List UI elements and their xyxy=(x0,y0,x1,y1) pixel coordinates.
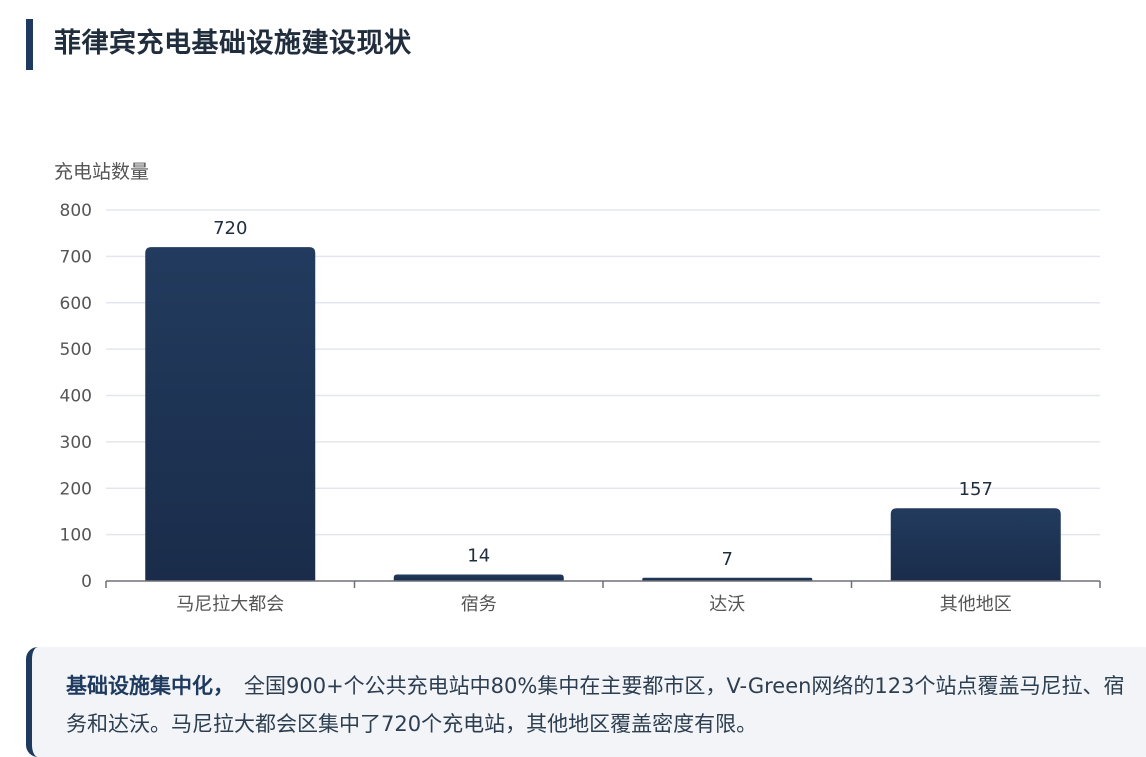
x-axis xyxy=(105,580,1101,588)
insight-heading: 基础设施集中化， xyxy=(66,674,234,698)
y-tick-label-100: 100 xyxy=(60,526,92,546)
insight-box: 基础设施集中化， 全国900+个公共充电站中80%集中在主要都市区，V-Green… xyxy=(26,647,1146,757)
data-labels: 720 14 7 157 xyxy=(213,218,993,570)
bars xyxy=(145,247,1061,581)
y-tick-label-400: 400 xyxy=(60,387,92,407)
bar-1 xyxy=(393,574,564,581)
insight-text: 基础设施集中化， 全国900+个公共充电站中80%集中在主要都市区，V-Green… xyxy=(66,667,1126,743)
y-tick-label-500: 500 xyxy=(60,340,92,360)
x-tick-label-2: 达沃 xyxy=(709,594,745,615)
bar-3 xyxy=(890,508,1061,581)
y-tick-label-200: 200 xyxy=(60,479,92,499)
insight-body: 全国900+个公共充电站中80%集中在主要都市区，V-Green网络的123个站… xyxy=(66,674,1125,736)
data-label-1: 14 xyxy=(467,546,490,567)
y-tick-label-600: 600 xyxy=(60,294,92,314)
y-tick-label-300: 300 xyxy=(60,433,92,453)
title-accent-bar xyxy=(26,19,33,70)
bar-0 xyxy=(145,247,316,581)
x-tick-label-0: 马尼拉大都会 xyxy=(176,594,284,615)
y-axis-ticks: 0 100 200 300 400 500 600 700 800 xyxy=(60,201,92,592)
x-tick-label-3: 其他地区 xyxy=(940,594,1012,615)
x-axis-ticks: 马尼拉大都会 宿务 达沃 其他地区 xyxy=(176,594,1012,615)
bar-chart: 充电站数量 0 100 200 300 400 500 600 700 800 720 14 7 15… xyxy=(54,161,1101,615)
y-tick-label-0: 0 xyxy=(81,572,92,592)
y-axis-title: 充电站数量 xyxy=(54,161,149,183)
data-label-0: 720 xyxy=(213,218,247,239)
data-label-2: 7 xyxy=(722,549,733,570)
bar-2 xyxy=(642,577,813,581)
data-label-3: 157 xyxy=(959,479,993,500)
page-title: 菲律宾充电基础设施建设现状 xyxy=(54,28,412,59)
x-tick-label-1: 宿务 xyxy=(461,594,497,615)
y-tick-label-800: 800 xyxy=(60,201,92,221)
y-tick-label-700: 700 xyxy=(60,247,92,267)
